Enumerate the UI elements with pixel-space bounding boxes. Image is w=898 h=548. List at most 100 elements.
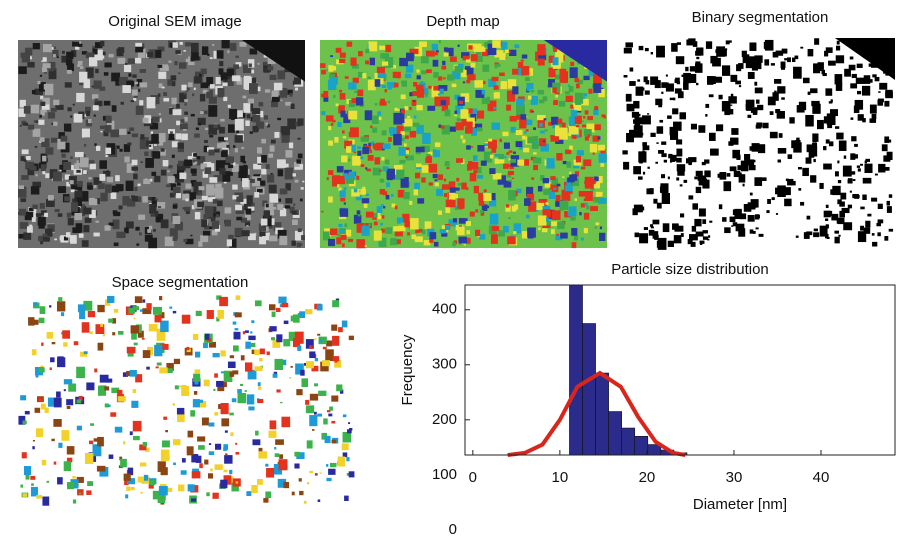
- texture: [178, 143, 184, 149]
- texture: [38, 120, 44, 125]
- texture: [840, 193, 846, 200]
- texture: [494, 92, 500, 98]
- texture: [357, 146, 361, 149]
- texture: [407, 116, 410, 118]
- texture: [814, 229, 818, 232]
- texture: [626, 94, 632, 102]
- texture: [337, 122, 341, 127]
- texture: [171, 75, 177, 80]
- texture: [466, 59, 471, 62]
- texture: [179, 62, 186, 68]
- texture: [93, 105, 99, 110]
- texture: [328, 141, 333, 146]
- texture: [295, 88, 298, 91]
- texture: [203, 343, 208, 348]
- texture: [209, 135, 213, 137]
- texture: [380, 223, 383, 226]
- texture: [786, 179, 789, 181]
- texture: [483, 193, 491, 201]
- texture: [330, 55, 333, 57]
- texture: [791, 181, 795, 185]
- texture: [491, 123, 500, 130]
- texture: [401, 177, 409, 188]
- texture: [276, 389, 280, 392]
- texture: [46, 481, 49, 483]
- texture: [759, 234, 764, 237]
- texture: [508, 190, 516, 200]
- texture: [333, 95, 335, 98]
- texture: [549, 68, 556, 77]
- texture: [275, 453, 280, 457]
- texture: [45, 407, 49, 412]
- texture: [778, 160, 781, 163]
- texture: [570, 128, 579, 135]
- texture: [72, 42, 79, 47]
- texture: [209, 451, 214, 455]
- texture: [105, 225, 111, 230]
- texture: [865, 161, 867, 164]
- texture: [482, 65, 489, 72]
- texture: [344, 187, 347, 190]
- texture: [338, 456, 346, 466]
- texture: [38, 81, 41, 84]
- texture: [836, 55, 844, 63]
- texture: [774, 79, 781, 84]
- texture: [29, 166, 36, 171]
- texture: [581, 238, 584, 241]
- texture: [210, 468, 212, 471]
- texture: [257, 178, 261, 181]
- texture: [458, 183, 461, 186]
- texture: [477, 175, 483, 179]
- texture: [198, 241, 202, 246]
- texture: [219, 127, 225, 134]
- texture: [173, 187, 181, 194]
- texture: [379, 46, 385, 50]
- texture: [246, 209, 252, 215]
- texture: [191, 43, 199, 54]
- texture: [207, 310, 214, 319]
- texture: [221, 151, 227, 157]
- texture: [583, 159, 591, 166]
- texture: [349, 132, 356, 137]
- texture: [269, 194, 278, 203]
- texture: [165, 237, 174, 247]
- texture: [209, 443, 211, 445]
- texture: [167, 368, 172, 373]
- texture: [206, 184, 214, 195]
- texture: [428, 86, 432, 89]
- texture: [710, 149, 719, 156]
- texture: [152, 117, 160, 123]
- texture: [736, 224, 745, 232]
- texture: [533, 158, 541, 164]
- texture: [242, 178, 249, 187]
- texture: [35, 408, 41, 413]
- texture: [96, 146, 100, 151]
- texture: [513, 152, 516, 154]
- texture: [56, 391, 61, 397]
- texture: [217, 88, 224, 97]
- texture: [64, 196, 70, 201]
- texture: [133, 421, 142, 432]
- texture: [349, 172, 355, 178]
- texture: [823, 146, 826, 150]
- texture: [89, 441, 93, 445]
- texture: [252, 439, 260, 445]
- texture: [438, 211, 442, 215]
- texture: [112, 220, 119, 230]
- texture: [839, 141, 847, 151]
- texture: [178, 485, 184, 492]
- texture: [248, 406, 254, 410]
- texture: [813, 139, 817, 143]
- texture: [440, 229, 447, 233]
- texture: [87, 185, 92, 189]
- texture: [113, 212, 120, 216]
- texture: [138, 89, 140, 92]
- texture: [481, 161, 487, 166]
- texture: [884, 236, 888, 241]
- texture: [368, 77, 371, 80]
- texture: [525, 77, 530, 81]
- texture: [267, 66, 273, 71]
- texture: [382, 215, 385, 218]
- texture: [495, 64, 500, 67]
- texture: [806, 157, 812, 163]
